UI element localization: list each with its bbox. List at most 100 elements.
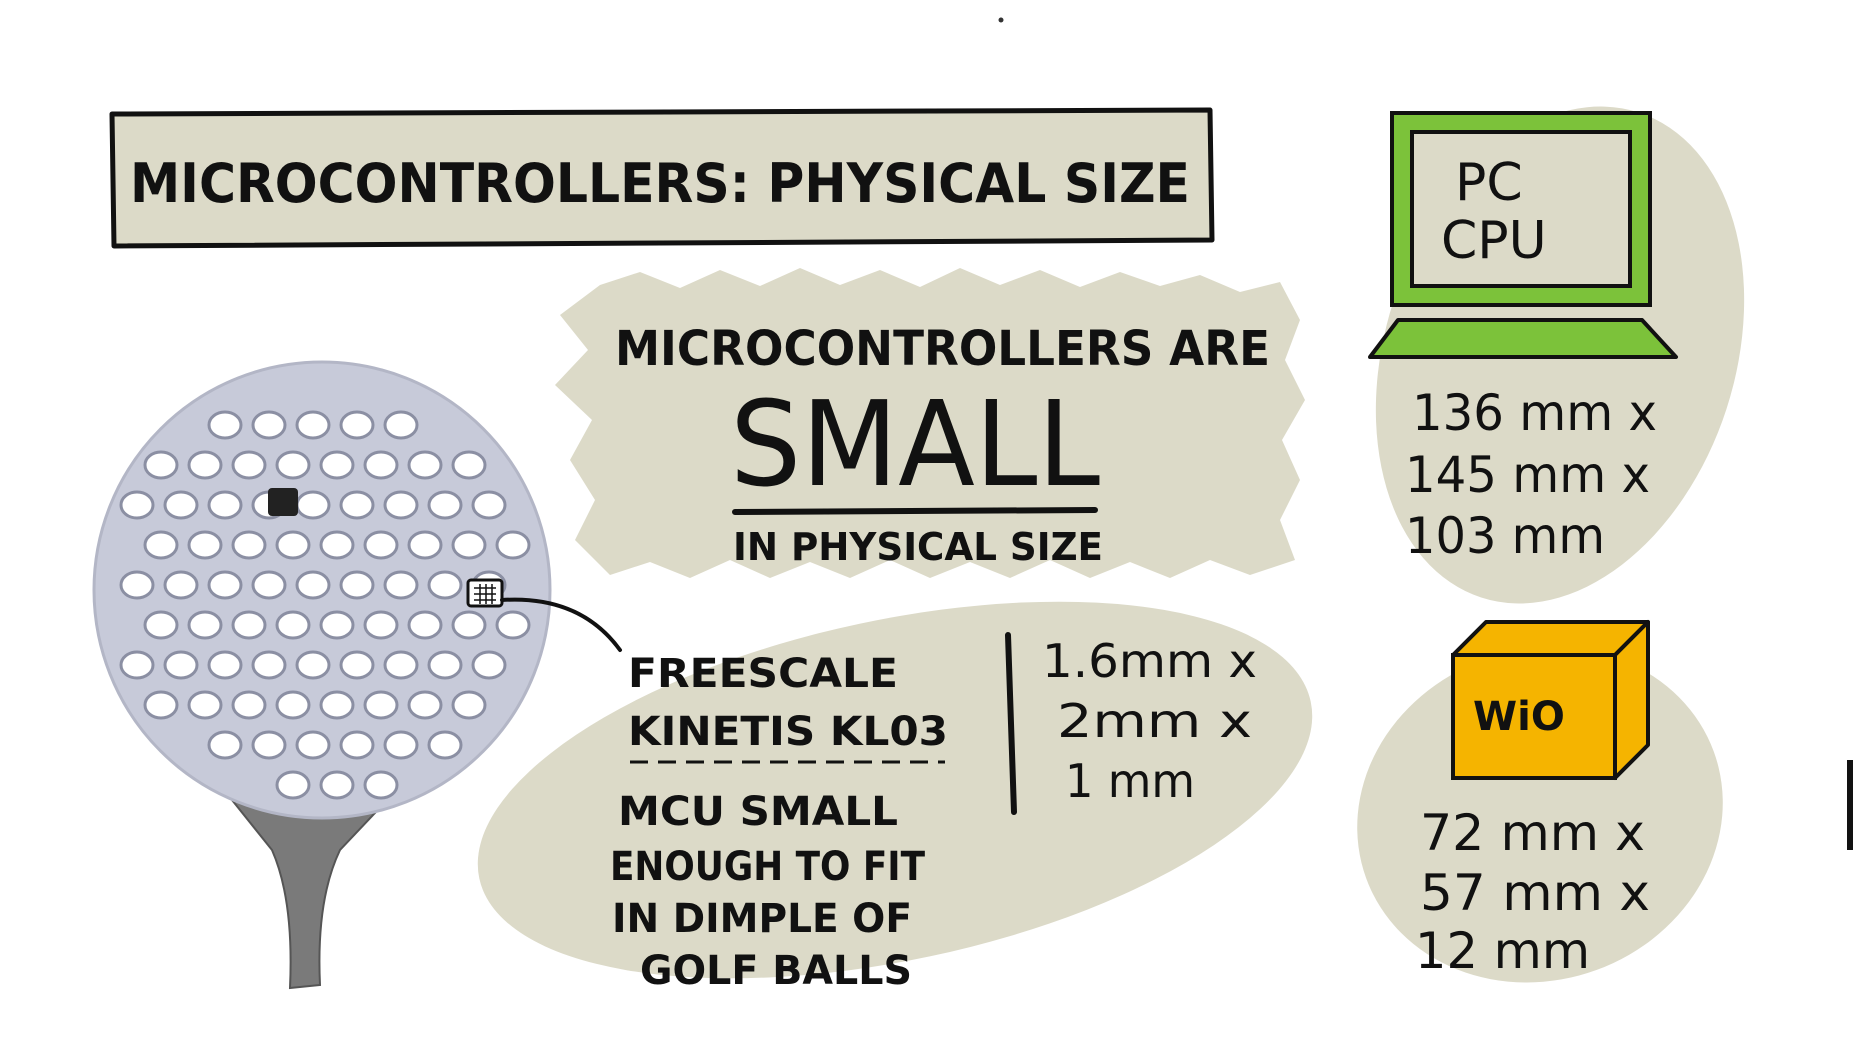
golf-ball-dimple (427, 730, 463, 760)
golf-ball-dimple (187, 610, 223, 640)
golf-ball-dimple (339, 410, 375, 440)
golf-ball-dimple (451, 610, 487, 640)
golf-ball-dimple (339, 650, 375, 680)
golf-ball-dimple (407, 610, 443, 640)
wio-dim-2: 57 mm x (1420, 864, 1650, 922)
golf-ball-dimple (251, 650, 287, 680)
pc-label-line-2: CPU (1441, 211, 1547, 271)
golf-ball-dimple (495, 610, 531, 640)
golf-ball-dimple (319, 770, 355, 800)
golf-ball-dimple (187, 530, 223, 560)
golf-ball-dimple (207, 490, 243, 520)
golf-ball-dimple (319, 450, 355, 480)
mcu-desc-2: ENOUGH TO FIT (610, 844, 926, 890)
golf-ball-dimple (275, 450, 311, 480)
golf-ball-dimple (363, 770, 399, 800)
golf-ball-dimple (143, 690, 179, 720)
golf-ball-dimple (407, 450, 443, 480)
callout-line-3: IN PHYSICAL SIZE (733, 525, 1103, 569)
chip-icon-highlighted (466, 578, 504, 608)
golf-ball-dimple (231, 610, 267, 640)
golf-ball-dimple (163, 490, 199, 520)
callout-blob (555, 268, 1305, 578)
wio-dim-3: 12 mm (1415, 922, 1590, 980)
golf-ball-dimple (187, 690, 223, 720)
golf-ball-dimple (119, 490, 155, 520)
golf-ball-dimple (275, 690, 311, 720)
golf-ball-dimple (427, 570, 463, 600)
golf-ball-dimple (363, 690, 399, 720)
golf-ball-dimples (119, 410, 531, 800)
golf-ball-dimple (383, 730, 419, 760)
golf-ball-dimple (319, 690, 355, 720)
golf-ball-dimple (251, 730, 287, 760)
golf-ball-dimple (251, 570, 287, 600)
golf-ball-dimple (495, 530, 531, 560)
golf-ball-dimple (407, 530, 443, 560)
golf-ball-dimple (319, 610, 355, 640)
pc-dim-3: 103 mm (1405, 507, 1605, 565)
golf-ball-dimple (451, 530, 487, 560)
mcu-desc-3: IN DIMPLE OF (612, 896, 912, 942)
golf-ball-dimple (383, 410, 419, 440)
mcu-dim-1: 1.6mm x (1042, 634, 1257, 688)
golf-ball-dimple (143, 610, 179, 640)
golf-ball-dimple (187, 450, 223, 480)
page-title: MICROCONTROLLERS: PHYSICAL SIZE (130, 152, 1190, 215)
golf-ball-dimple (207, 730, 243, 760)
callout-underline (732, 507, 1098, 515)
golf-ball-dimple (471, 490, 507, 520)
wio-dim-1: 72 mm x (1420, 804, 1645, 862)
golf-ball-dimple (295, 410, 331, 440)
golf-ball-dimple (207, 650, 243, 680)
chip-icon-small (268, 488, 298, 516)
golf-ball-dimple (295, 570, 331, 600)
golf-ball-dimple (383, 650, 419, 680)
callout-line-2: SMALL (730, 375, 1100, 513)
golf-ball-dimple (339, 730, 375, 760)
golf-ball-dimple (295, 730, 331, 760)
mcu-dim-2: 2mm x (1057, 694, 1252, 748)
golf-ball-dimple (407, 690, 443, 720)
golf-ball-dimple (363, 450, 399, 480)
golf-ball-dimple (471, 650, 507, 680)
golf-ball-dimple (163, 570, 199, 600)
mcu-desc-1: MCU SMALL (618, 789, 898, 835)
golf-ball-dimple (339, 570, 375, 600)
pointer-line (500, 597, 622, 652)
pc-panel: PC CPU 136 mm x 145 mm x 103 mm (1368, 106, 1745, 604)
golf-ball-dimple (207, 410, 243, 440)
wio-label: WiO (1473, 694, 1565, 740)
mcu-name-line-2: KINETIS KL03 (628, 709, 948, 755)
mcu-desc-4: GOLF BALLS (640, 948, 912, 994)
golf-ball-dimple (363, 610, 399, 640)
wio-panel: WiO 72 mm x 57 mm x 12 mm (1357, 620, 1723, 983)
golf-ball-dimple (251, 410, 287, 440)
stray-dot (998, 17, 1004, 23)
golf-ball-dimple (295, 650, 331, 680)
golf-ball-dimple (383, 490, 419, 520)
golf-ball-dimple (339, 490, 375, 520)
golf-ball-dimple (427, 490, 463, 520)
callout-line-1: MICROCONTROLLERS ARE (615, 321, 1270, 377)
cube-icon (1451, 620, 1650, 780)
golf-ball-dimple (383, 570, 419, 600)
laptop-icon (1368, 111, 1678, 359)
golf-ball-dimple (231, 690, 267, 720)
golf-ball-dimple (143, 450, 179, 480)
mcu-dim-3: 1 mm (1065, 754, 1195, 808)
golf-ball-dimple (119, 570, 155, 600)
golf-ball-dimple (451, 450, 487, 480)
golf-ball-dimple (319, 530, 355, 560)
golf-ball-dimple (143, 530, 179, 560)
golf-ball-dimple (231, 530, 267, 560)
pc-dim-1: 136 mm x (1412, 384, 1657, 442)
golf-ball-dimple (275, 770, 311, 800)
golf-ball-dimple (231, 450, 267, 480)
mcu-divider (1005, 632, 1017, 815)
pc-label-line-1: PC (1455, 153, 1523, 213)
golf-ball-dimple (119, 650, 155, 680)
small-callout: MICROCONTROLLERS ARE SMALL IN PHYSICAL S… (555, 268, 1305, 578)
title-banner: MICROCONTROLLERS: PHYSICAL SIZE (109, 107, 1215, 249)
